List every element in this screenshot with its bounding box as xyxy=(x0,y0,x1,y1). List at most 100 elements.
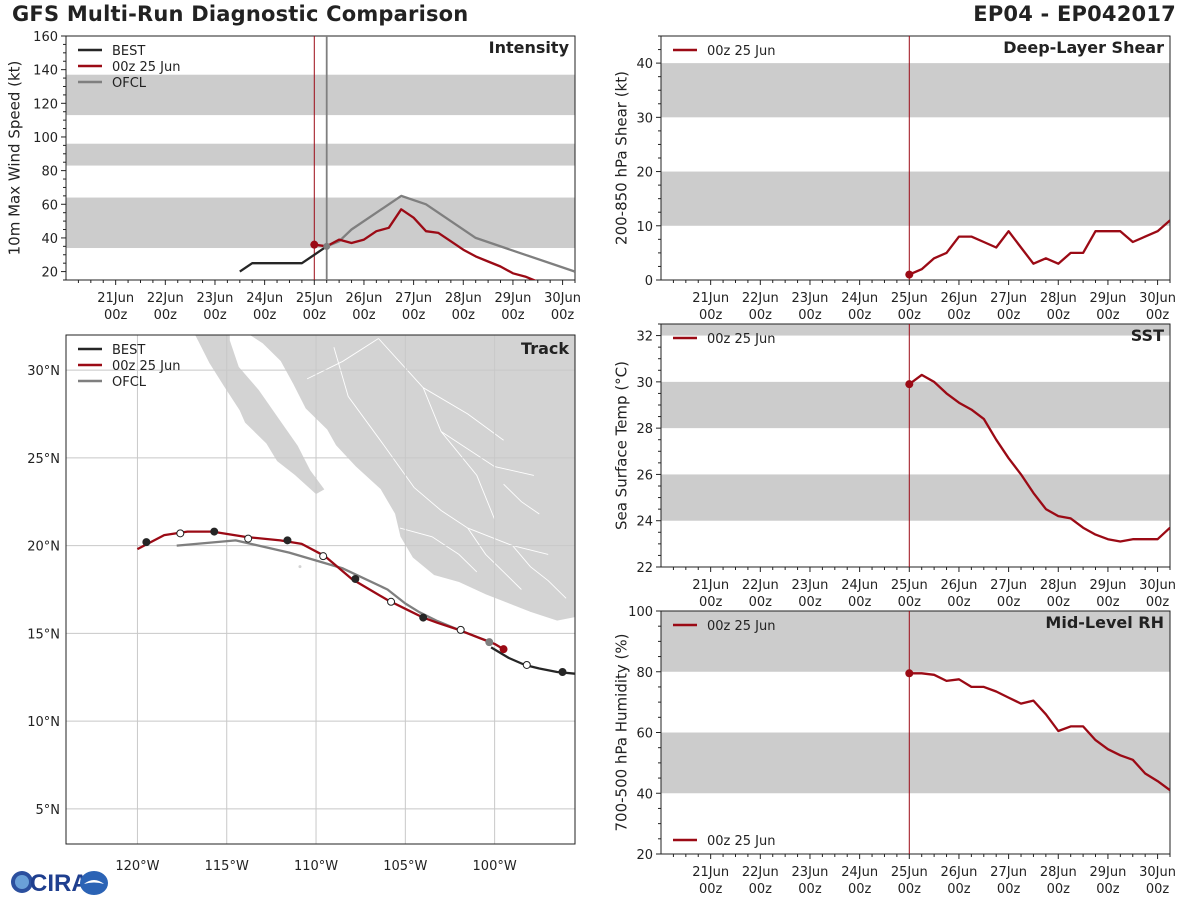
x-tick-label-hour: 00z xyxy=(699,308,723,323)
lat-tick-label: 15°N xyxy=(27,627,60,642)
legend-label: 00z 25 Jun xyxy=(112,60,181,75)
panel-title: SST xyxy=(1131,326,1164,345)
shaded-band xyxy=(66,74,575,116)
track-point-marker xyxy=(142,538,151,547)
y-tick-label: 100 xyxy=(628,605,653,620)
shaded-band xyxy=(661,381,1170,429)
x-tick-label-hour: 00z xyxy=(1047,308,1071,323)
x-tick-label-date: 28Jun xyxy=(1040,578,1077,593)
shaded-band xyxy=(66,143,575,166)
x-tick-label-date: 21Jun xyxy=(692,578,729,593)
x-tick-label-hour: 00z xyxy=(501,308,525,323)
x-tick-label-hour: 00z xyxy=(947,595,971,610)
series-line-ofcl xyxy=(326,194,575,273)
series-start-point xyxy=(310,240,319,249)
lat-tick-label: 10°N xyxy=(27,715,60,730)
x-tick-label-date: 27Jun xyxy=(395,291,432,306)
x-tick-label-hour: 00z xyxy=(798,308,822,323)
y-axis-label: 700-500 hPa Humidity (%) xyxy=(613,633,631,831)
x-tick-label-hour: 00z xyxy=(699,595,723,610)
track-point-marker xyxy=(387,597,396,606)
x-tick-label-hour: 00z xyxy=(1146,595,1170,610)
track-point-marker xyxy=(485,638,494,647)
track-point-marker xyxy=(210,527,219,536)
x-tick-label-hour: 00z xyxy=(997,882,1021,897)
x-tick-label-hour: 00z xyxy=(203,308,227,323)
lat-tick-label: 5°N xyxy=(36,803,61,818)
series-start-point xyxy=(905,669,914,678)
x-tick-label-hour: 00z xyxy=(749,308,773,323)
x-tick-label-hour: 00z xyxy=(352,308,376,323)
lon-tick-label: 115°W xyxy=(205,859,249,874)
y-tick-label: 80 xyxy=(41,165,58,180)
track-point-marker xyxy=(319,552,328,561)
track-point-marker xyxy=(176,529,185,538)
legend-label: BEST xyxy=(112,343,145,358)
y-tick-label: 30 xyxy=(636,111,653,126)
x-tick-label-date: 23Jun xyxy=(792,291,829,306)
x-tick-label-hour: 00z xyxy=(749,882,773,897)
logo-text: CIRA xyxy=(30,870,89,897)
y-tick-label: 40 xyxy=(636,787,653,802)
x-tick-label-hour: 00z xyxy=(848,308,872,323)
y-axis-label: 10m Max Wind Speed (kt) xyxy=(6,61,24,256)
x-tick-label-hour: 00z xyxy=(947,308,971,323)
y-tick-label: 32 xyxy=(636,330,653,345)
x-tick-label-hour: 00z xyxy=(699,882,723,897)
storm-id: EP04 - EP042017 xyxy=(973,2,1176,26)
legend-label: OFCL xyxy=(112,76,147,91)
y-tick-label: 22 xyxy=(636,561,653,576)
shaded-band xyxy=(661,171,1170,226)
land-island xyxy=(298,565,302,569)
x-tick-label-hour: 00z xyxy=(303,308,327,323)
series-line-00z-25-jun xyxy=(909,672,1170,792)
cira-logo: CIRA xyxy=(11,870,108,897)
x-tick-label-date: 21Jun xyxy=(692,291,729,306)
panel-track: 120°W 115°W 110°W 105°W 100°W 5°N 10°N 15°N 20°N… xyxy=(27,334,576,874)
x-tick-label-date: 29Jun xyxy=(1089,865,1126,880)
panel-shear: 0 10 20 30 40 200-850 hPa Shear (kt) 21Jun 00z 2… xyxy=(613,35,1176,323)
track-point-marker xyxy=(419,613,428,622)
y-tick-label: 80 xyxy=(636,666,653,681)
y-tick-label: 10 xyxy=(636,220,653,235)
x-tick-label-date: 24Jun xyxy=(246,291,283,306)
series-start-point xyxy=(905,380,914,389)
state-border xyxy=(333,347,415,488)
x-tick-label-date: 24Jun xyxy=(841,578,878,593)
x-tick-label-date: 22Jun xyxy=(742,578,779,593)
track-point-marker xyxy=(456,625,465,634)
y-tick-label: 40 xyxy=(636,57,653,72)
series-line-best xyxy=(239,245,328,273)
x-tick-label-hour: 00z xyxy=(997,595,1021,610)
x-tick-label-hour: 00z xyxy=(452,308,476,323)
legend-label: 00z 25 Jun xyxy=(707,44,776,59)
x-tick-label-hour: 00z xyxy=(898,595,922,610)
figure-title: GFS Multi-Run Diagnostic Comparison xyxy=(12,2,469,26)
legend-label: 00z 25 Jun xyxy=(707,834,776,849)
shaded-band xyxy=(661,63,1170,118)
x-tick-label-hour: 00z xyxy=(1096,595,1120,610)
x-tick-label-hour: 00z xyxy=(1047,882,1071,897)
shaded-band xyxy=(661,324,1170,336)
x-tick-label-date: 28Jun xyxy=(445,291,482,306)
state-border xyxy=(306,338,379,380)
y-tick-label: 20 xyxy=(41,266,58,281)
x-tick-label-hour: 00z xyxy=(898,308,922,323)
x-tick-label-date: 24Jun xyxy=(841,865,878,880)
x-tick-label-hour: 00z xyxy=(402,308,426,323)
axes-frame xyxy=(65,334,576,845)
series-line-00z-25-jun xyxy=(314,208,537,280)
x-tick-label-date: 22Jun xyxy=(742,291,779,306)
panel-intensity: 20 40 60 80 100 120 140 160 10m Max Wind Speed (… xyxy=(6,30,582,323)
y-tick-label: 24 xyxy=(636,515,653,530)
x-tick-label-date: 22Jun xyxy=(147,291,184,306)
y-tick-label: 20 xyxy=(636,166,653,181)
x-tick-label-date: 26Jun xyxy=(941,865,978,880)
y-tick-label: 30 xyxy=(636,376,653,391)
x-tick-label-date: 25Jun xyxy=(891,865,928,880)
x-tick-label-date: 23Jun xyxy=(792,865,829,880)
track-map-area xyxy=(66,335,575,844)
x-tick-label-date: 29Jun xyxy=(1089,291,1126,306)
y-axis-label: Sea Surface Temp (°C) xyxy=(613,361,631,530)
track-point-marker xyxy=(499,645,508,654)
